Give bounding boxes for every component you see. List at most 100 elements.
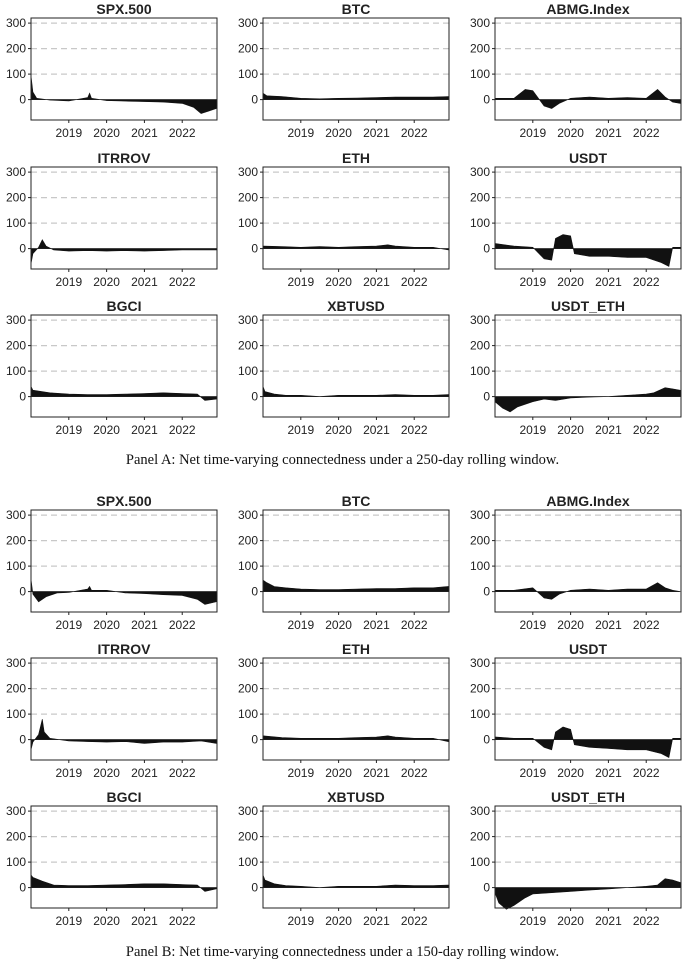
panel-b-bgci-series-area	[30, 874, 217, 892]
panel-a-xbtusd-title: XBTUSD	[327, 298, 385, 314]
panel-a-bgci-xtick-label-2019: 2019	[55, 423, 82, 437]
panel-a-itrrov-xtick-label-2021: 2021	[131, 275, 158, 289]
panel-b-itrrov-ytick-label-0: 0	[19, 733, 26, 747]
panel-a-eth-xtick-label-2021: 2021	[363, 275, 390, 289]
panel-a-xbtusd-xtick-label-2021: 2021	[363, 423, 390, 437]
panel-b-bgci-ytick-label-100: 100	[6, 855, 26, 869]
panel-b-abmg-index-ytick-label-100: 100	[470, 559, 490, 573]
panel-b-spx-500-series-area	[30, 578, 217, 605]
panel-a-usdt-ytick-label-300: 300	[470, 165, 490, 179]
panel-a-usdt-eth-ytick-label-300: 300	[470, 313, 490, 327]
panel-b-itrrov-ytick-label-200: 200	[6, 682, 26, 696]
panel-a-eth-plot-frame	[262, 166, 450, 270]
panel-a-abmg-index-ytick-label-200: 200	[470, 42, 490, 56]
panel-a-itrrov-title: ITRROV	[98, 150, 152, 166]
panel-a-xbtusd-ytick-label-300: 300	[238, 313, 258, 327]
panel-b-itrrov-title: ITRROV	[98, 641, 152, 657]
panel-b-usdt-ytick-label-0: 0	[483, 733, 490, 747]
panel-b-spx-500-ytick-label-300: 300	[6, 508, 26, 522]
panel-a-usdt-series-area	[494, 234, 681, 267]
panel-b-xbtusd-title: XBTUSD	[327, 789, 385, 805]
panel-b-itrrov-ytick-label-100: 100	[6, 707, 26, 721]
panel-b-usdt-eth-title: USDT_ETH	[551, 789, 625, 805]
panel-a-usdt-xtick-label-2019: 2019	[519, 275, 546, 289]
panel-a-btc-series-area	[262, 92, 449, 100]
panel-a-abmg-index-xtick-label-2022: 2022	[633, 126, 660, 140]
panel-b-usdt-eth-ytick-label-200: 200	[470, 830, 490, 844]
panel-b-bgci-xtick-label-2021: 2021	[131, 914, 158, 928]
panel-b-itrrov-series-area	[30, 719, 217, 750]
panel-a-xbtusd-ytick-label-100: 100	[238, 364, 258, 378]
panel-b-eth-xtick-label-2020: 2020	[325, 766, 352, 780]
panel-a-usdt-chart: USDT 0 100 200 300 2019 2020 2021 2022	[470, 150, 682, 289]
panel-b-usdt-eth-xtick-label-2022: 2022	[633, 914, 660, 928]
panel-a-xbtusd-plot-frame	[262, 314, 450, 418]
panel-b-itrrov-plot-frame	[30, 657, 218, 761]
panel-a-xbtusd-xtick-label-2019: 2019	[287, 423, 314, 437]
panel-b-abmg-index-xtick-label-2021: 2021	[595, 618, 622, 632]
panel-b-usdt-eth-xtick-label-2019: 2019	[519, 914, 546, 928]
panel-b-btc-xtick-label-2020: 2020	[325, 618, 352, 632]
panel-a-bgci-xtick-label-2021: 2021	[131, 423, 158, 437]
panel-a-usdt-ytick-label-100: 100	[470, 216, 490, 230]
panel-b-usdt-eth-ytick-label-0: 0	[483, 881, 490, 895]
panel-b-spx-500-chart: SPX.500 0 100 200 300 2019 2020 2021 2022	[6, 493, 218, 632]
panel-b-usdt-eth-chart: USDT_ETH 0 100 200 300 2019 2020 2021 2022	[470, 789, 682, 928]
panel-b-xbtusd-xtick-label-2020: 2020	[325, 914, 352, 928]
panel-a-btc-chart: BTC 0 100 200 300 2019 2020 2021 2022	[238, 1, 450, 140]
panel-b-eth-title: ETH	[342, 641, 370, 657]
panel-a-bgci-ytick-label-300: 300	[6, 313, 26, 327]
panel-a-xbtusd-ytick-label-0: 0	[251, 390, 258, 404]
panel-a-usdt-eth-ytick-label-100: 100	[470, 364, 490, 378]
panel-b-usdt-eth-ytick-label-300: 300	[470, 804, 490, 818]
panel-a-usdt-xtick-label-2022: 2022	[633, 275, 660, 289]
panel-b-spx-500-ytick-label-200: 200	[6, 534, 26, 548]
panel-a-usdt-eth-series-area	[494, 387, 681, 413]
panel-b-spx-500-plot-frame	[30, 509, 218, 613]
panel-a-bgci-ytick-label-0: 0	[19, 390, 26, 404]
panel-a-abmg-index-ytick-label-300: 300	[470, 16, 490, 30]
panel-a-usdt-eth-xtick-label-2022: 2022	[633, 423, 660, 437]
panel-b-usdt-ytick-label-100: 100	[470, 707, 490, 721]
panel-b-usdt-xtick-label-2021: 2021	[595, 766, 622, 780]
panel-b-bgci-ytick-label-0: 0	[19, 881, 26, 895]
panel-a-eth-ytick-label-300: 300	[238, 165, 258, 179]
panel-a-usdt-eth-plot-frame	[494, 314, 682, 418]
panel-b-eth-plot-frame	[262, 657, 450, 761]
panel-a-itrrov-xtick-label-2019: 2019	[55, 275, 82, 289]
panel-b-usdt-eth-plot-frame	[494, 805, 682, 909]
panel-a-bgci-chart: BGCI 0 100 200 300 2019 2020 2021 2022	[6, 298, 218, 437]
panel-a-spx-500-xtick-label-2021: 2021	[131, 126, 158, 140]
panel-a-btc-title: BTC	[342, 1, 371, 17]
panel-b-bgci-plot-frame	[30, 805, 218, 909]
panel-b-btc-ytick-label-300: 300	[238, 508, 258, 522]
panel-a-abmg-index-ytick-label-0: 0	[483, 93, 490, 107]
panel-b-xbtusd-xtick-label-2021: 2021	[363, 914, 390, 928]
panel-a-spx-500-ytick-label-200: 200	[6, 42, 26, 56]
panel-a-abmg-index-xtick-label-2019: 2019	[519, 126, 546, 140]
panel-a-abmg-index-title: ABMG.Index	[546, 1, 629, 17]
panel-a-usdt-eth-title: USDT_ETH	[551, 298, 625, 314]
panel-b-usdt-eth-ytick-label-100: 100	[470, 855, 490, 869]
panel-b-xbtusd-chart: XBTUSD 0 100 200 300 2019 2020 2021 2022	[238, 789, 450, 928]
panel-b-usdt-chart: USDT 0 100 200 300 2019 2020 2021 2022	[470, 641, 682, 780]
panel-a-spx-500-xtick-label-2022: 2022	[169, 126, 196, 140]
panel-b-bgci-xtick-label-2022: 2022	[169, 914, 196, 928]
panel-a-spx-500-xtick-label-2019: 2019	[55, 126, 82, 140]
panel-b-eth-xtick-label-2021: 2021	[363, 766, 390, 780]
panel-a-btc-ytick-label-100: 100	[238, 67, 258, 81]
panel-a-usdt-eth-xtick-label-2021: 2021	[595, 423, 622, 437]
panel-b-usdt-eth-xtick-label-2021: 2021	[595, 914, 622, 928]
panel-a-btc-xtick-label-2020: 2020	[325, 126, 352, 140]
panel-b-abmg-index-xtick-label-2020: 2020	[557, 618, 584, 632]
panel-b-btc-ytick-label-0: 0	[251, 585, 258, 599]
panel-b-xbtusd-ytick-label-200: 200	[238, 830, 258, 844]
panel-a-btc-xtick-label-2022: 2022	[401, 126, 428, 140]
panel-a-usdt-eth-chart: USDT_ETH 0 100 200 300 2019 2020 2021 2022	[470, 298, 682, 437]
panel-b-usdt-ytick-label-300: 300	[470, 656, 490, 670]
panel-a-bgci-title: BGCI	[107, 298, 142, 314]
panel-b-usdt-xtick-label-2019: 2019	[519, 766, 546, 780]
panel-a-itrrov-xtick-label-2020: 2020	[93, 275, 120, 289]
panel-b-eth-series-area	[262, 735, 449, 742]
